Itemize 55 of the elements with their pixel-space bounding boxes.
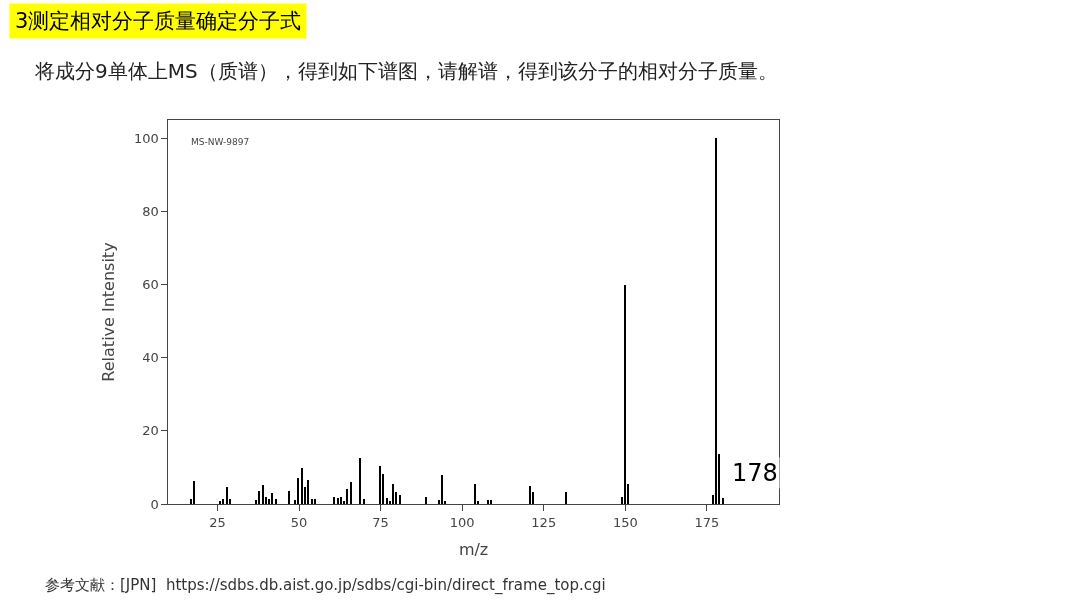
bar [333, 497, 336, 504]
text: 参考文献：[JPN] https://sdbs.db.aist.go.jp/sdbs/cgi-bin/direct_frame_top.cgi [45, 576, 606, 595]
bar [288, 491, 291, 504]
bar [340, 497, 343, 504]
chart-subtitle: 将成分9单体上MS（质谱），得到如下谱图，请解谱，得到该分子的相对分子质量。 [34, 59, 778, 83]
bar [337, 498, 340, 504]
x-tick-label: 125 [531, 514, 557, 530]
bar [565, 492, 568, 504]
bar [399, 495, 402, 504]
bar [487, 500, 490, 504]
bar [275, 499, 278, 504]
y-axis-title: Relative Intensity [98, 242, 118, 382]
bar [624, 285, 627, 504]
bar [258, 491, 261, 504]
bar [474, 484, 477, 504]
bar [311, 499, 314, 504]
annotation: 178 [732, 459, 778, 487]
chart-title: 3测定相对分子质量确定分子式 [15, 9, 302, 33]
x-tick-label: 50 [290, 514, 308, 530]
x-tick-label: 175 [694, 514, 720, 530]
bar [222, 499, 225, 504]
bar [441, 475, 444, 504]
y-tick-label: 80 [142, 203, 159, 219]
bar [722, 498, 725, 504]
bar [715, 138, 718, 504]
bar [271, 493, 274, 504]
bar [262, 485, 265, 504]
annotation: MS-NW-9897 [191, 137, 250, 147]
bar [350, 482, 353, 504]
x-tick-label: 100 [449, 514, 475, 530]
bar [314, 499, 317, 504]
y-tick-label: 60 [142, 277, 159, 293]
bar [301, 468, 304, 504]
bar [359, 458, 362, 504]
x-tick-label: 25 [209, 514, 226, 530]
y-tick-label: 20 [142, 423, 159, 439]
bar [219, 501, 222, 504]
bar [297, 478, 300, 504]
bar [346, 489, 349, 504]
x-axis-title: m/z [458, 540, 489, 560]
bar [425, 497, 428, 504]
bar [392, 484, 395, 504]
bar [379, 466, 382, 504]
bar [307, 480, 310, 504]
x-tick-label: 75 [372, 514, 389, 530]
x-tick-label: 150 [612, 514, 638, 530]
y-tick-label: 0 [150, 496, 159, 512]
bar [193, 481, 196, 504]
bar [490, 500, 493, 504]
bar [529, 486, 532, 504]
bar [226, 487, 229, 504]
bar [363, 499, 366, 504]
y-tick-label: 40 [142, 350, 159, 366]
y-tick-label: 100 [133, 130, 159, 146]
bar [386, 498, 389, 504]
